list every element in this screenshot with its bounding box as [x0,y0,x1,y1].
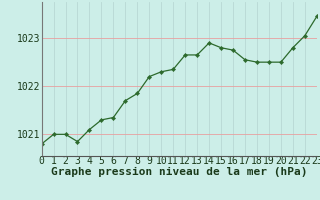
X-axis label: Graphe pression niveau de la mer (hPa): Graphe pression niveau de la mer (hPa) [51,167,308,177]
